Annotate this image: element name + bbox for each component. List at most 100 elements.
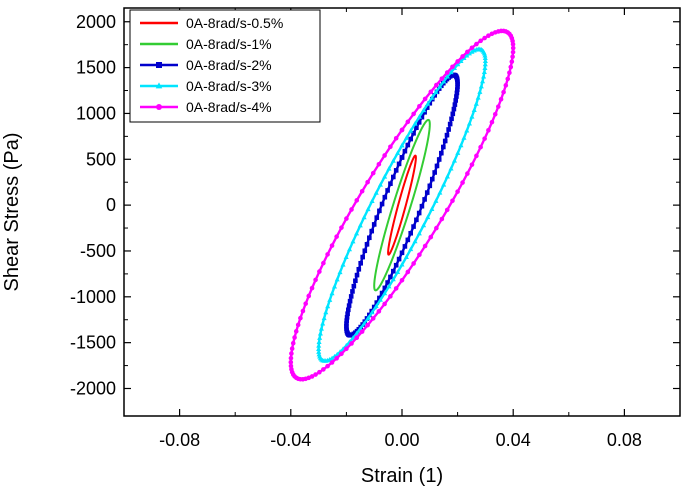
series-loop: [344, 72, 460, 338]
data-point: [482, 55, 488, 61]
data-point: [434, 163, 440, 169]
data-point: [361, 320, 367, 326]
data-point: [388, 274, 393, 280]
data-point: [503, 83, 509, 88]
legend: 0A-8rad/s-0.5% 0A-8rad/s-1% 0A-8rad/s-2% 0A…: [129, 9, 321, 123]
data-point: [441, 144, 446, 150]
data-point: [417, 252, 422, 258]
data-point: [318, 326, 324, 331]
data-point: [412, 238, 418, 244]
data-point: [477, 89, 483, 94]
data-point: [365, 179, 370, 185]
data-point: [370, 170, 376, 176]
x-tick-label: -0.08: [159, 430, 200, 450]
data-point: [316, 349, 322, 354]
data-point: [403, 135, 409, 140]
data-point: [317, 369, 322, 375]
data-point: [321, 260, 326, 266]
data-point: [370, 316, 376, 321]
y-tick-label: -1500: [70, 333, 116, 353]
data-point: [396, 161, 402, 167]
data-point: [448, 69, 454, 75]
data-point: [393, 168, 399, 173]
data-point: [403, 254, 409, 259]
data-point: [505, 76, 511, 82]
data-point: [313, 372, 318, 377]
data-point: [377, 295, 382, 301]
data-point: [429, 95, 435, 100]
data-point: [450, 64, 455, 70]
data-point: [390, 158, 396, 163]
data-point: [466, 120, 473, 126]
data-point: [507, 70, 512, 76]
y-tick-label: 0: [106, 195, 116, 215]
data-point: [422, 96, 428, 102]
data-point: [377, 182, 383, 187]
data-point: [414, 125, 419, 131]
data-point: [374, 300, 380, 305]
data-point: [353, 278, 358, 284]
data-point: [444, 207, 450, 213]
x-tick-label: 0.08: [607, 430, 642, 450]
y-tick-label: 500: [86, 149, 116, 169]
data-point: [329, 243, 335, 248]
data-point: [399, 142, 405, 148]
data-point: [510, 41, 516, 47]
data-point: [408, 230, 413, 236]
data-point: [424, 105, 430, 110]
data-point: [323, 309, 329, 315]
data-point: [465, 49, 470, 55]
data-point: [421, 222, 427, 228]
data-point: [386, 283, 392, 289]
data-point: [345, 311, 350, 317]
y-tick-label: -1000: [70, 287, 116, 307]
data-point: [350, 238, 356, 244]
data-point: [450, 198, 455, 204]
data-point: [369, 228, 375, 234]
data-point: [382, 285, 388, 291]
data-point: [478, 144, 483, 150]
data-point: [455, 59, 460, 64]
data-point: [405, 237, 411, 243]
data-point: [399, 278, 405, 283]
data-point: [482, 61, 488, 67]
y-tick-label: -500: [80, 241, 116, 261]
data-point: [399, 127, 405, 133]
data-point: [345, 307, 351, 313]
data-point: [289, 351, 294, 356]
data-point: [454, 90, 460, 96]
series-loop: [387, 154, 417, 256]
data-point: [460, 54, 465, 59]
data-point: [344, 326, 349, 331]
data-point: [473, 101, 479, 106]
data-point: [376, 309, 382, 314]
data-point: [288, 363, 294, 369]
data-point: [399, 250, 405, 256]
data-point: [393, 135, 399, 141]
data-point: [508, 64, 514, 70]
data-point: [369, 309, 375, 315]
data-point: [359, 188, 365, 194]
data-point: [429, 176, 435, 182]
data-point: [408, 136, 413, 142]
data-point: [334, 234, 339, 239]
data-point: [373, 190, 379, 195]
data-point: [362, 248, 368, 254]
data-point: [486, 33, 491, 38]
data-point: [317, 330, 323, 336]
data-point: [466, 50, 473, 56]
data-point: [422, 243, 428, 249]
data-point: [365, 315, 371, 320]
data-point: [325, 363, 330, 369]
data-point: [351, 283, 357, 289]
data-point: [382, 153, 387, 158]
legend-label: 0A-8rad/s-2%: [186, 57, 272, 73]
data-point: [428, 234, 434, 240]
data-point: [480, 78, 486, 84]
data-point: [422, 109, 427, 115]
data-point: [350, 289, 355, 294]
data-point: [316, 346, 322, 351]
data-point: [416, 114, 422, 119]
data-point: [411, 224, 416, 229]
